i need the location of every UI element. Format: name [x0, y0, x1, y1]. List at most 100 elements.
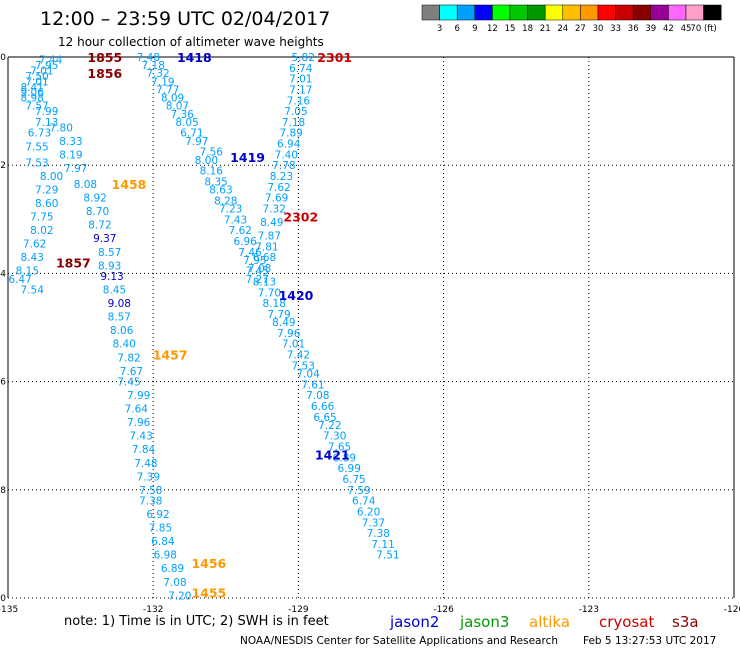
wave-height-label: 7.43: [129, 431, 152, 443]
wave-height-label: 7.29: [35, 185, 58, 197]
wave-height-label: 7.32: [146, 68, 169, 80]
pass-time-label: 1458: [112, 177, 147, 192]
colorbar-label: 27: [575, 24, 586, 34]
wave-height-label: 7.48: [137, 52, 160, 64]
colorbar-swatch: [615, 4, 634, 21]
wave-height-label: 7.84: [132, 444, 156, 456]
legend-jason3: jason3: [459, 613, 509, 631]
wave-height-label: 7.08: [306, 390, 329, 402]
wave-height-label: 7.95: [35, 60, 58, 72]
wave-height-label: 8.57: [98, 247, 121, 259]
colorbar: 3 6 9 12 15 18 21 24 27 30 33 36 39 42 45 70 (ft): [421, 4, 722, 34]
wave-height-label: 7.13: [35, 117, 58, 129]
grid: [7, 56, 735, 599]
colorbar-swatch: [544, 4, 564, 21]
wave-height-label: 6.99: [338, 463, 361, 475]
x-tick-label: -126: [433, 605, 454, 615]
wave-height-label: 7.89: [279, 128, 302, 140]
wave-height-label: 8.28: [214, 195, 237, 207]
wave-height-label: 8.41: [21, 82, 44, 94]
wave-height-label: 7.64: [125, 404, 149, 416]
colorbar-label: 6: [454, 24, 459, 34]
wave-height-label: 7.23: [219, 203, 242, 215]
wave-height-label: 8.35: [204, 176, 227, 188]
colorbar-swatch: [509, 4, 528, 21]
wave-height-label: 8.08: [74, 179, 97, 191]
axis-ticks: -135 -132 -129 -126 -123 -120 0 -2 -4 -6 -8 -10: [0, 53, 740, 615]
wave-height-label: 7.17: [289, 84, 312, 96]
wave-height-label: 7.62: [229, 225, 252, 237]
wave-height-label: 7.96: [277, 328, 301, 340]
colorbar-swatch: [632, 4, 652, 21]
wave-height-label: 8.00: [195, 155, 218, 167]
colorbar-label: 42: [663, 24, 674, 34]
wave-height-label: 7.38: [139, 496, 162, 508]
footer-timestamp: Feb 5 13:27:53 UTC 2017: [583, 635, 716, 647]
wave-height-label: 7.20: [168, 590, 191, 602]
legend-s3a: s3a: [672, 613, 699, 631]
wave-height-label: 9.06: [21, 87, 45, 99]
colorbar-label: 33: [610, 24, 621, 34]
wave-height-label: 7.62: [23, 239, 46, 251]
colorbar-swatch: [527, 4, 546, 21]
wave-height-label: 6.89: [333, 452, 356, 464]
wave-height-label: 6.47: [8, 274, 31, 286]
wave-height-label: 7.40: [275, 149, 298, 161]
wave-height-label: 8.57: [108, 312, 131, 324]
wave-height-label: 7.05: [284, 106, 307, 118]
y-tick-label: -2: [0, 161, 6, 171]
wave-height-label: 8.16: [200, 166, 224, 178]
wave-height-label: 8.60: [35, 198, 58, 210]
pass-time-label: 1418: [177, 50, 212, 65]
wave-height-label: 5.82: [292, 52, 315, 64]
y-tick-label: -6: [0, 378, 6, 388]
wave-height-label: 8.23: [270, 171, 293, 183]
colorbar-swatch: [421, 4, 440, 21]
pass-time-label: 1856: [87, 66, 122, 81]
wave-height-label: 7.27: [246, 274, 269, 286]
wave-height-label: 9.37: [93, 233, 116, 245]
wave-height-label: 7.97: [185, 136, 208, 148]
colorbar-swatch: [580, 4, 599, 21]
colorbar-label: 39: [645, 24, 656, 34]
pass-time-label: 1855: [87, 50, 122, 65]
wave-height-label: 7.65: [328, 442, 351, 454]
wave-height-label: 6.75: [342, 474, 365, 486]
pass-time-label: 1457: [153, 348, 188, 363]
footer-note: note: 1) Time is in UTC; 2) SWH is in fe…: [64, 614, 329, 629]
wave-height-label: 7.62: [267, 182, 290, 194]
wave-height-label: 7.87: [258, 231, 281, 243]
colorbar-label: 18: [522, 24, 533, 34]
colorbar-swatch: [668, 4, 687, 21]
wave-height-label: 7.59: [347, 485, 370, 497]
legend-jason2: jason2: [389, 613, 439, 631]
wave-height-label: 7.30: [323, 431, 346, 443]
colorbar-label: 36: [628, 24, 639, 34]
chart-title: 12:00 – 23:59 UTC 02/04/2017: [40, 8, 330, 30]
wave-height-label: 7.99: [35, 106, 58, 118]
colorbar-label: 30: [593, 24, 604, 34]
colorbar-swatch: [650, 4, 669, 21]
wave-height-label: 7.38: [367, 528, 390, 540]
wave-height-label: 6.71: [180, 128, 203, 140]
wave-height-label: 7.04: [296, 368, 320, 380]
wave-height-label: 7.43: [224, 214, 247, 226]
wave-height-label: 6.98: [154, 550, 177, 562]
colorbar-swatch: [439, 4, 458, 21]
wave-height-label: 7.18: [282, 117, 305, 129]
legend-altika: altika: [529, 613, 570, 631]
wave-height-label: 7.45: [246, 266, 269, 278]
wave-height-label: 8.40: [112, 339, 135, 351]
wave-height-label: 8.70: [86, 206, 109, 218]
wave-height-label: 7.22: [318, 420, 341, 432]
wave-height-label: 7.96: [127, 417, 151, 429]
wave-height-label: 7.42: [287, 350, 310, 362]
wave-height-label: 9.08: [108, 298, 131, 310]
wave-height-label: 7.78: [272, 160, 295, 172]
wave-height-label: 6.66: [311, 401, 335, 413]
colorbar-label: 21: [540, 24, 551, 34]
wave-height-label: 7.54: [21, 285, 45, 297]
wave-height-label: 6.20: [357, 506, 380, 518]
wave-height-label: 6.65: [313, 412, 336, 424]
